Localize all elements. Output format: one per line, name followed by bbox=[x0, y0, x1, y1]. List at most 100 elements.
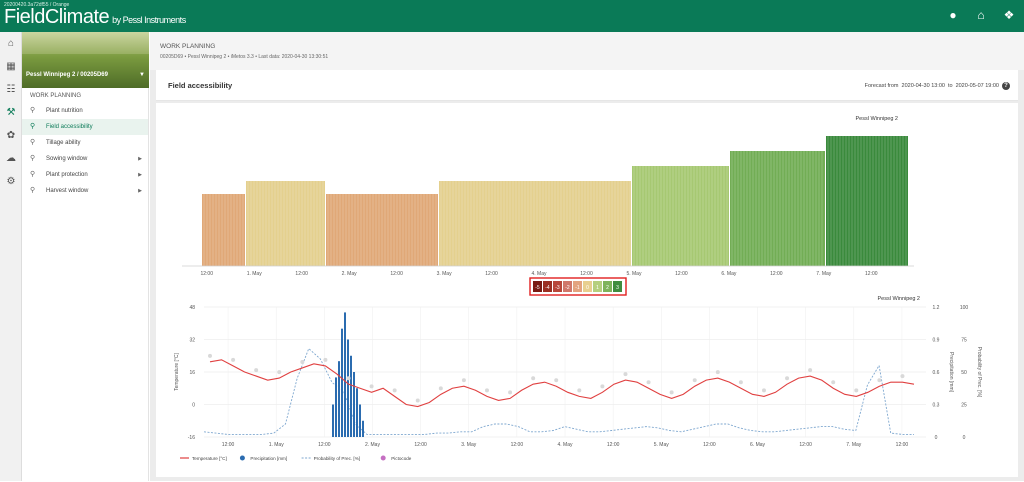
forecast-to[interactable]: 2020-05-07 19:00 bbox=[955, 83, 999, 89]
precipitation-bar bbox=[338, 361, 340, 437]
legend-item-label: Pictocode bbox=[391, 456, 412, 461]
legend-swatch bbox=[563, 281, 572, 292]
precipitation-bar bbox=[362, 420, 364, 437]
signal-icon[interactable]: ❖ bbox=[1003, 8, 1015, 22]
home-icon[interactable]: ⌂ bbox=[7, 38, 15, 49]
farm-icon[interactable]: ⌂ bbox=[977, 8, 985, 22]
accessibility-x-tick: 1. May bbox=[247, 271, 263, 277]
cloud-icon[interactable]: ☁ bbox=[6, 153, 16, 164]
weather-chart-title: Pessl Winnipeg 2 bbox=[878, 296, 921, 302]
prob-axis-label: Probability of Prec. [%] bbox=[976, 347, 982, 398]
user-icon[interactable]: ● bbox=[949, 8, 957, 22]
legend-swatch bbox=[593, 281, 602, 292]
legend-swatch-label: 0 bbox=[586, 285, 589, 291]
page-header: WORK PLANNING 00205D69 • Pessl Winnipeg … bbox=[150, 32, 1024, 70]
tractor-icon: ⚲ bbox=[30, 107, 36, 114]
pictocode-marker bbox=[531, 376, 536, 381]
sidebar-item-harvest-window[interactable]: ⚲ Harvest window ▶ bbox=[22, 183, 148, 199]
weather-x-tick: 12:00 bbox=[799, 442, 812, 448]
temp-y-tick: 16 bbox=[189, 370, 195, 376]
chevron-right-icon: ▶ bbox=[138, 188, 142, 194]
help-icon[interactable]: ? bbox=[1002, 82, 1010, 90]
gear-icon[interactable]: ⚙ bbox=[6, 176, 16, 187]
pictocode-marker bbox=[323, 357, 328, 362]
sidebar-item-plant-nutrition[interactable]: ⚲ Plant nutrition bbox=[22, 103, 148, 119]
accessibility-x-tick: 2. May bbox=[342, 271, 358, 277]
accessibility-x-tick: 12:00 bbox=[865, 271, 878, 277]
leaf-icon[interactable]: ✿ bbox=[6, 130, 16, 141]
accessibility-x-tick: 3. May bbox=[437, 271, 453, 277]
chevron-down-icon[interactable]: ▼ bbox=[139, 72, 145, 78]
weather-x-tick: 12:00 bbox=[222, 442, 235, 448]
weather-x-tick: 2. May bbox=[365, 442, 381, 448]
main-area: WORK PLANNING 00205D69 • Pessl Winnipeg … bbox=[150, 32, 1024, 481]
sidebar-section-title: WORK PLANNING bbox=[30, 93, 82, 99]
precipitation-bar bbox=[332, 404, 334, 437]
temp-axis-label: Temperature [°C] bbox=[174, 352, 180, 390]
legend-swatch bbox=[583, 281, 592, 292]
pictocode-marker bbox=[461, 378, 466, 383]
accessibility-x-tick: 12:00 bbox=[390, 271, 403, 277]
pictocode-marker bbox=[277, 370, 282, 375]
pictocode-marker bbox=[346, 376, 351, 381]
weather-x-tick: 12:00 bbox=[607, 442, 620, 448]
accessibility-x-tick: 12:00 bbox=[770, 271, 783, 277]
accessibility-x-tick: 4. May bbox=[532, 271, 548, 277]
chart-card: Pessl Winnipeg 2 12:00 1. May 12:00 2. May 12… bbox=[156, 103, 1018, 477]
weather-x-tick: 5. May bbox=[654, 442, 670, 448]
precipitation-bar bbox=[350, 355, 352, 437]
pictocode-marker bbox=[600, 384, 605, 389]
weather-x-tick: 6. May bbox=[750, 442, 766, 448]
satellite-icon[interactable]: ☷ bbox=[6, 84, 16, 95]
sidebar-item-tillage-ability[interactable]: ⚲ Tillage ability bbox=[22, 135, 148, 151]
temperature-line bbox=[209, 359, 915, 408]
station-selector[interactable]: Pessl Winnipeg 2 / 00205D69 ▼ bbox=[22, 32, 149, 88]
precipitation-bar bbox=[359, 404, 361, 437]
weather-x-tick: 1. May bbox=[269, 442, 285, 448]
station-name: Pessl Winnipeg 2 / 00205D69 bbox=[26, 72, 108, 78]
pictocode-marker bbox=[254, 368, 259, 373]
pictocode-marker bbox=[785, 376, 790, 381]
sidebar-item-sowing-window[interactable]: ⚲ Sowing window ▶ bbox=[22, 151, 148, 167]
precip-y-tick: 0 bbox=[935, 435, 938, 441]
accessibility-bar bbox=[730, 151, 825, 266]
legend-highlight-box bbox=[529, 277, 627, 296]
legend-item-label: Temperature [°C] bbox=[192, 456, 227, 461]
legend-swatch bbox=[533, 281, 542, 292]
accessibility-x-tick: 6. May bbox=[721, 271, 737, 277]
chevron-right-icon: ▶ bbox=[138, 156, 142, 162]
sidebar-item-plant-protection[interactable]: ⚲ Plant protection ▶ bbox=[22, 167, 148, 183]
legend-swatch-label: -4 bbox=[545, 285, 550, 291]
tractor-icon: ⚲ bbox=[30, 123, 36, 130]
legend-swatch bbox=[543, 281, 552, 292]
pictocode-marker bbox=[508, 390, 513, 395]
panel-title: Field accessibility bbox=[168, 81, 233, 90]
accessibility-x-tick: 12:00 bbox=[675, 271, 688, 277]
temp-y-tick: 32 bbox=[189, 338, 195, 344]
prob-y-tick: 0 bbox=[963, 435, 966, 441]
accessibility-x-tick: 12:00 bbox=[485, 271, 498, 277]
app-logo[interactable]: FieldClimate by Pessl Instruments bbox=[4, 6, 186, 28]
accessibility-x-tick: 12:00 bbox=[200, 271, 213, 277]
legend-swatch-label: -2 bbox=[565, 285, 570, 291]
legend-item-label: Precipitation [mm] bbox=[250, 456, 287, 461]
pictocode-marker bbox=[831, 380, 836, 385]
weather-x-tick: 7. May bbox=[846, 442, 862, 448]
chart-icon[interactable]: ▦ bbox=[6, 61, 16, 72]
precipitation-bar bbox=[356, 388, 358, 437]
legend-swatch-label: -5 bbox=[535, 285, 540, 291]
pictocode-marker bbox=[554, 378, 559, 383]
work-planning-icon[interactable]: ⚒ bbox=[6, 107, 16, 118]
pictocode-marker bbox=[854, 388, 859, 393]
forecast-from[interactable]: 2020-04-30 13:00 bbox=[901, 83, 945, 89]
legend-swatch-label: -1 bbox=[575, 285, 580, 291]
pictocode-marker bbox=[808, 368, 813, 373]
accessibility-chart-title: Pessl Winnipeg 2 bbox=[856, 116, 899, 122]
pictocode-marker bbox=[484, 388, 489, 393]
sidebar: Pessl Winnipeg 2 / 00205D69 ▼ WORK PLANN… bbox=[22, 32, 149, 481]
sidebar-item-field-accessibility[interactable]: ⚲ Field accessibility bbox=[22, 119, 148, 135]
prob-y-tick: 25 bbox=[961, 403, 967, 409]
pictocode-marker bbox=[438, 386, 443, 391]
accessibility-x-tick: 12:00 bbox=[580, 271, 593, 277]
accessibility-x-tick: 12:00 bbox=[295, 271, 308, 277]
